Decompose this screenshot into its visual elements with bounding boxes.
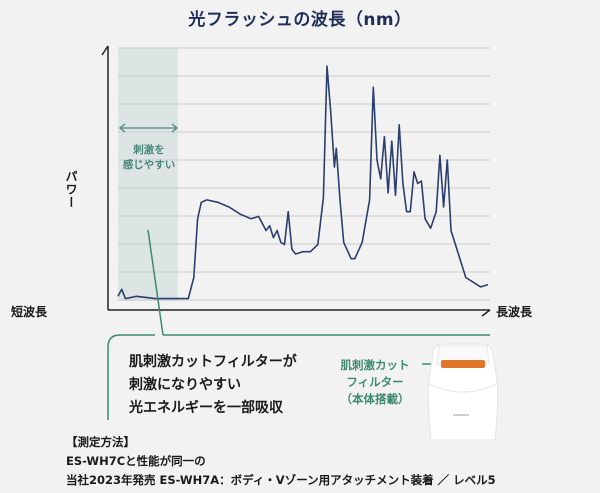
measurement-method: 【測定方法】 ES-WH7Cと性能が同一の 当社2023年発売 ES-WH7A：… xyxy=(66,435,496,487)
y-axis xyxy=(101,45,109,310)
x-axis-label-short: 短波長 xyxy=(11,305,48,319)
x-axis-label-long: 長波長 xyxy=(496,305,533,319)
device-image xyxy=(427,343,499,440)
callout-connector xyxy=(107,229,490,420)
region-arrow-icon xyxy=(118,123,179,133)
spectrum-line xyxy=(117,65,489,300)
sensitive-region xyxy=(118,48,178,301)
gridlines xyxy=(118,47,490,301)
region-label: 刺激を 感じやすい xyxy=(122,144,176,171)
x-axis xyxy=(108,309,491,317)
chart-title: 光フラッシュの波長（nm） xyxy=(188,10,412,30)
y-axis-label: パワー xyxy=(64,170,78,209)
filter-label: 肌刺激カット フィルター （本体搭載） xyxy=(340,358,410,406)
callout-text: 肌刺激カットフィルターが 刺激になりやすい 光エネルギーを一部吸収 xyxy=(129,354,297,416)
